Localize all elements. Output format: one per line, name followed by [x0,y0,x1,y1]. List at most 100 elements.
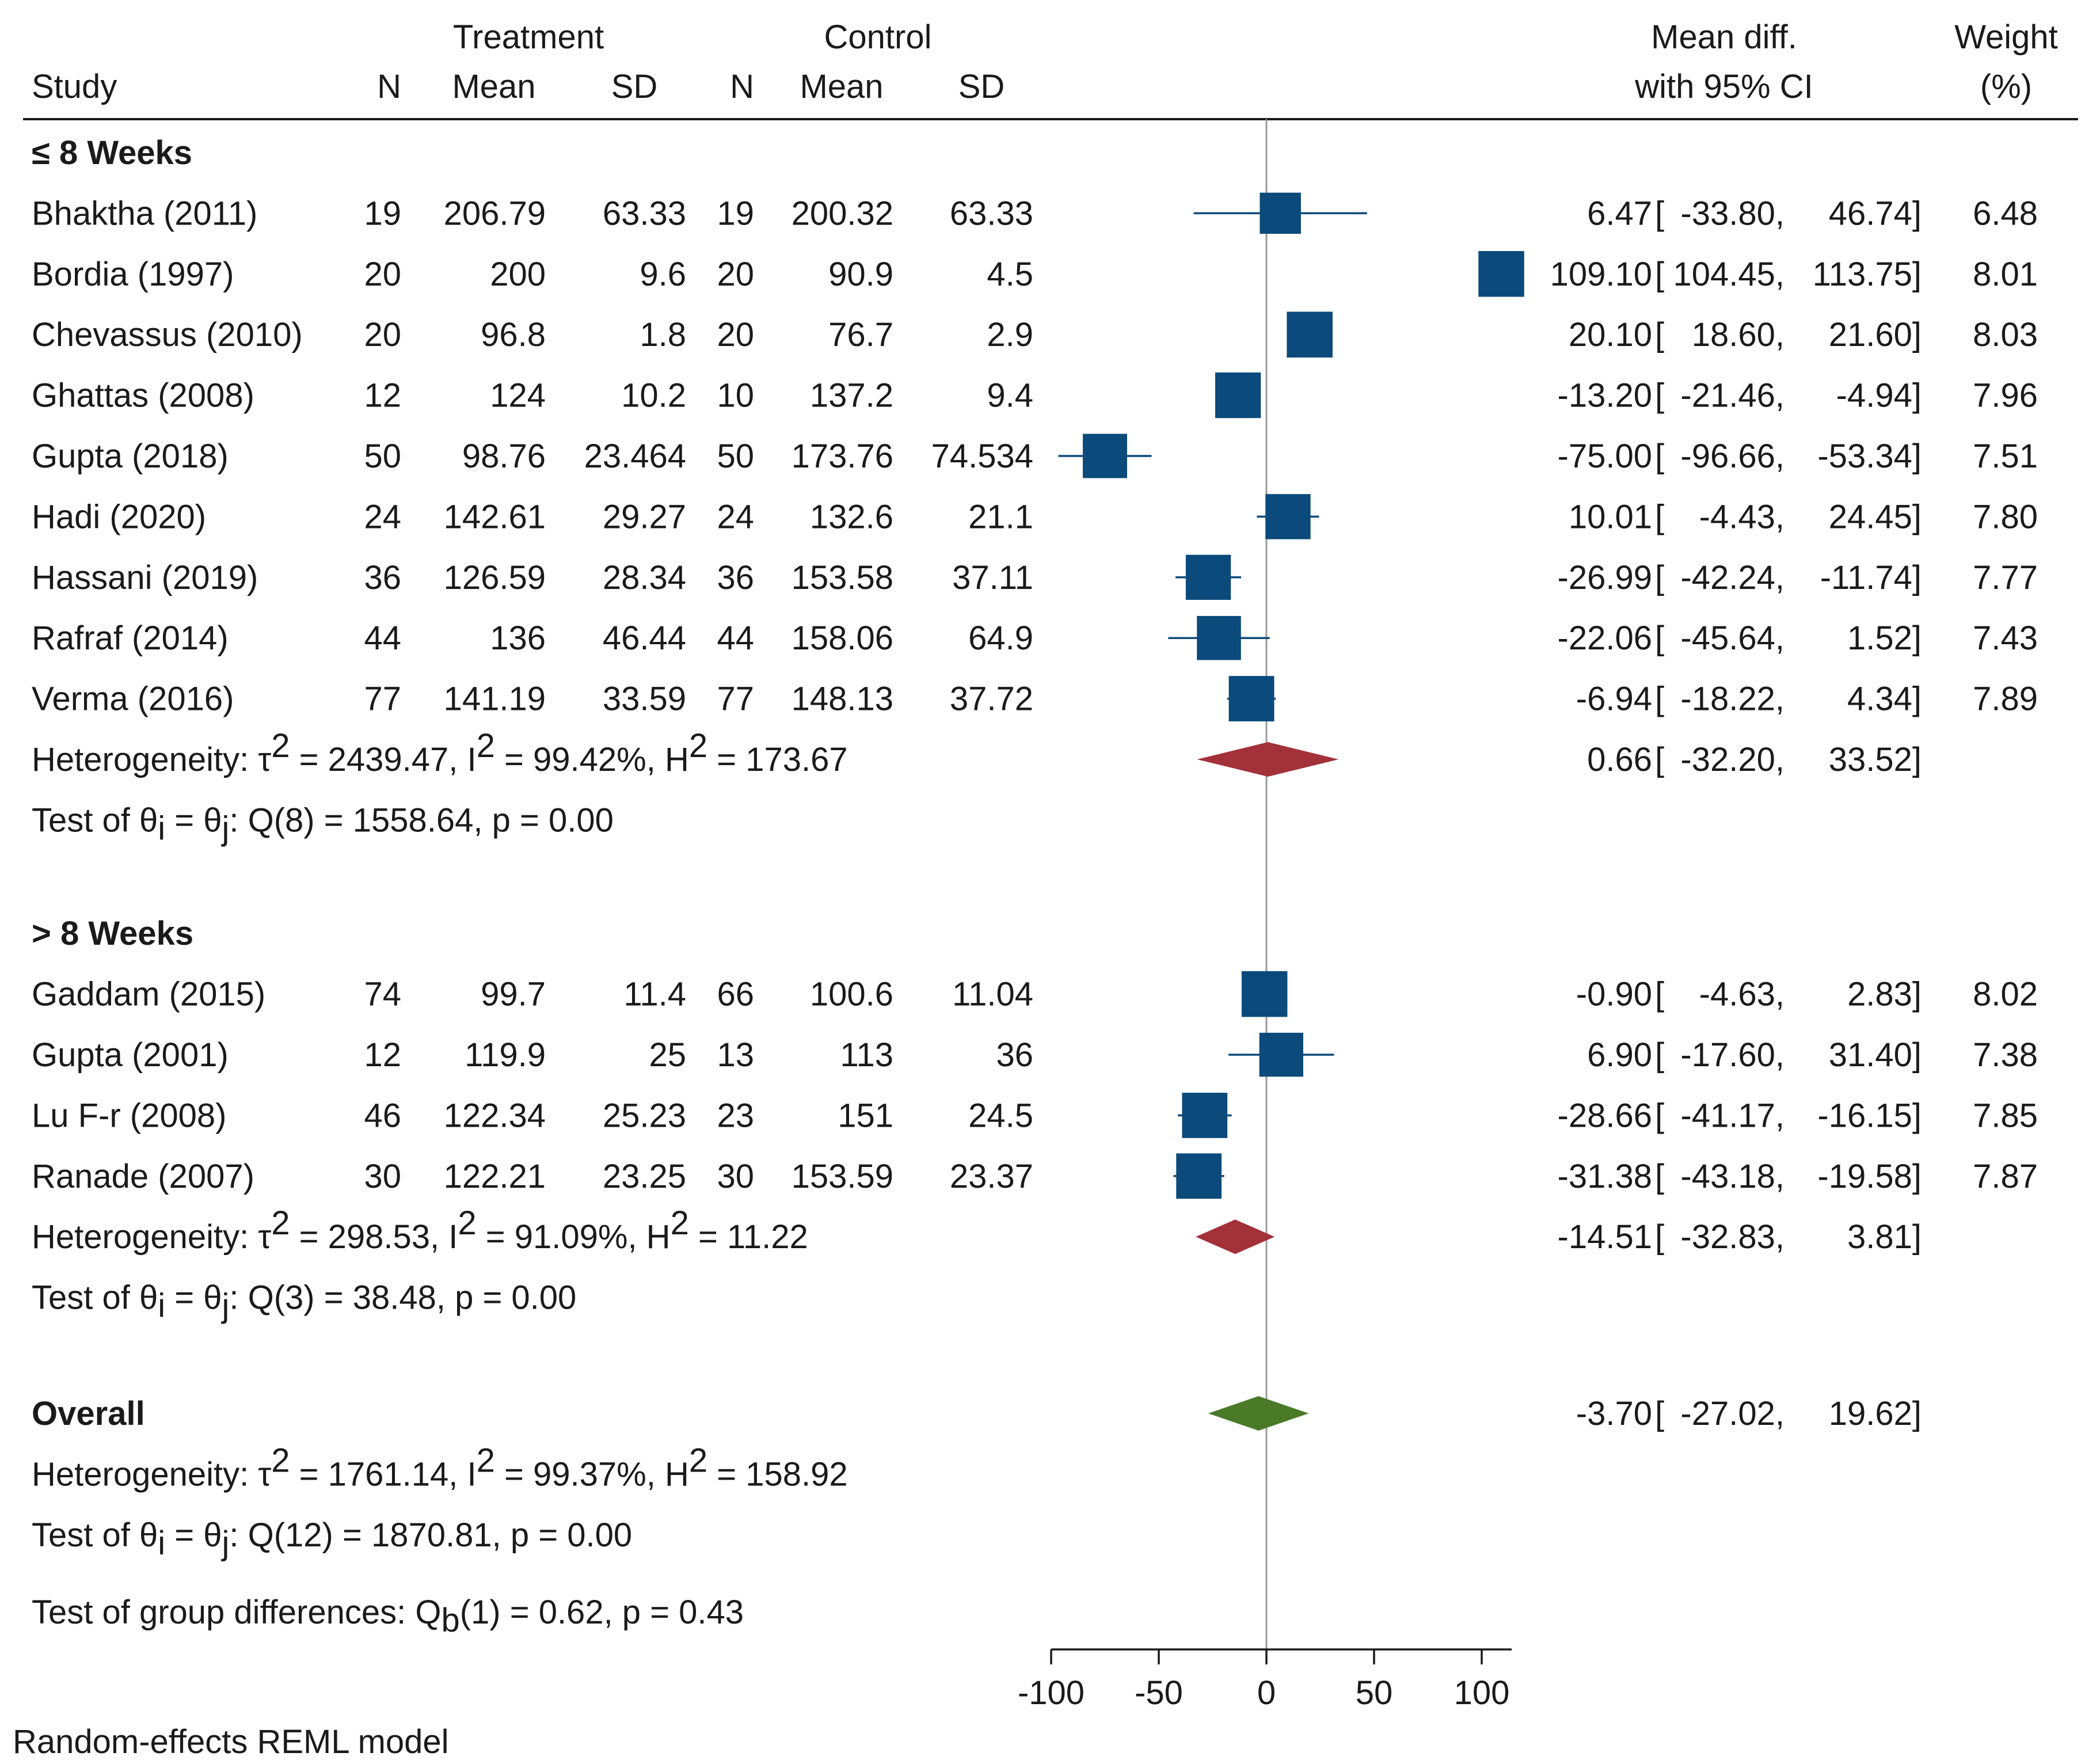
subgroup-1-study-7-ci-bracket: [ [1655,559,1664,596]
subgroup-2-study-2-marker [1259,1032,1303,1077]
x-tick-label-1: -100 [1018,1674,1085,1712]
subgroup-1-study-3-md-label: 20.10 [1569,316,1652,353]
overall-diamond [1208,1396,1309,1431]
header-treatment-n: N [377,68,401,105]
header-treatment: Treatment [453,18,604,56]
subgroup-2-study-2-treatment-sd: 25 [649,1036,686,1074]
subgroup-1-study-3-ci-bracket: [ [1655,316,1664,353]
subgroup-1-study-5-ci-high-label: -53.34] [1817,438,1922,475]
subgroup-1-study-2-weight-label: 8.01 [1973,256,2038,293]
subgroup-1-study-8-ci-low-label: -45.64, [1680,619,1785,657]
subgroup-2-study-2-weight-label: 7.38 [1973,1036,2038,1074]
subgroup-2-study-3-treatment-n: 46 [364,1097,401,1134]
subgroup-1-study-2-ci-high-label: 113.75] [1813,256,1922,293]
subgroup-1-study-5-control-n: 50 [717,438,754,475]
subgroup-1-study-1-name: Bhaktha (2011) [32,195,257,232]
subgroup-1-study-4-treatment-sd: 10.2 [621,377,686,415]
subgroup-2-study-1-ci-high-label: 2.83] [1847,976,1922,1013]
subgroup-1-study-8-treatment-sd: 46.44 [603,619,686,657]
subgroup-2-pooled-ci-high-label: 3.81] [1847,1218,1922,1256]
subgroup-1-study-6-treatment-n: 24 [364,498,401,535]
subgroup-2-study-4-treatment-mean: 122.21 [444,1158,546,1195]
subgroup-2-pooled-md-label: -14.51 [1558,1218,1652,1256]
subgroup-1-study-1-ci-low-label: -33.80, [1680,195,1785,232]
subgroup-1-study-2-treatment-sd: 9.6 [640,256,686,293]
subgroup-1-study-7-treatment-sd: 28.34 [603,559,686,596]
subgroup-1-pooled-ci-bracket: [ [1655,741,1664,778]
subgroup-2-study-3-control-mean: 151 [838,1097,893,1134]
subgroup-1-study-9-md-label: -6.94 [1576,680,1652,718]
subgroup-1-study-5-treatment-sd: 23.464 [584,438,686,475]
subgroup-1-study-8-weight-label: 7.43 [1973,619,2038,657]
subgroup-2-study-4-control-n: 30 [717,1158,754,1195]
subgroup-1-study-9-control-mean: 148.13 [792,680,893,718]
subgroup-2-study-3-control-sd: 24.5 [968,1097,1033,1134]
subgroup-1-study-8-control-mean: 158.06 [792,619,893,657]
overall-ci-high-label: 19.62] [1829,1395,1922,1432]
subgroup-2-study-4-control-mean: 153.59 [792,1158,893,1195]
subgroup-2-study-1-md-label: -0.90 [1576,976,1652,1013]
subgroup-1-study-2-marker [1478,251,1524,297]
subgroup-1-study-5-md-label: -75.00 [1558,438,1652,475]
overall-heterogeneity: Heterogeneity: τ2 = 1761.14, I2 = 99.37%… [32,1442,848,1493]
subgroup-1-study-4-name: Ghattas (2008) [32,377,254,415]
subgroup-1-study-2-control-mean: 90.9 [828,256,893,293]
subgroup-1-study-6-md-label: 10.01 [1569,498,1652,535]
subgroup-2-study-2-md-label: 6.90 [1587,1036,1652,1074]
subgroup-1-study-3-weight-label: 8.03 [1973,316,2038,353]
subgroup-1-study-7-name: Hassani (2019) [32,559,258,596]
subgroup-2-study-1-treatment-n: 74 [364,976,401,1013]
subgroup-1-study-8-ci-bracket: [ [1655,619,1664,657]
subgroup-1-study-7-control-sd: 37.11 [952,559,1033,596]
subgroup-1-study-1-control-mean: 200.32 [792,195,893,232]
subgroup-1-study-9-ci-low-label: -18.22, [1680,680,1785,718]
subgroup-1-pooled-ci-low-label: -32.20, [1680,741,1785,778]
subgroup-2-study-4-marker [1176,1153,1222,1199]
subgroup-2-study-1-ci-bracket: [ [1655,976,1664,1013]
subgroup-1-study-4-md-label: -13.20 [1558,377,1652,415]
subgroup-1-study-5-treatment-mean: 98.76 [462,438,546,475]
subgroup-1-study-6-treatment-mean: 142.61 [444,498,546,535]
subgroup-2-study-1-control-mean: 100.6 [810,976,893,1013]
subgroup-1-study-7-control-mean: 153.58 [792,559,893,596]
subgroup-1-study-4-ci-bracket: [ [1655,377,1664,415]
subgroup-2-study-4-treatment-n: 30 [364,1158,401,1195]
subgroup-1-study-8-control-sd: 64.9 [968,619,1033,657]
subgroup-1-study-3-treatment-n: 20 [364,316,401,353]
subgroup-2-study-2-treatment-mean: 119.9 [465,1036,546,1074]
subgroup-1-study-9-ci-high-label: 4.34] [1847,680,1922,718]
subgroup-1-heterogeneity: Heterogeneity: τ2 = 2439.47, I2 = 99.42%… [32,727,848,778]
header-weight-line2: (%) [1980,68,2032,105]
subgroup-1-study-8-name: Rafraf (2014) [32,619,229,657]
subgroup-2-study-2-control-mean: 113 [840,1036,893,1074]
subgroup-1-study-4-marker [1215,372,1261,419]
header-control: Control [824,18,932,56]
subgroup-1-study-2-md-label: 109.10 [1550,256,1652,293]
subgroup-2-study-1-control-n: 66 [717,976,754,1013]
subgroup-1-pooled-ci-high-label: 33.52] [1829,741,1922,778]
subgroup-2-heterogeneity: Heterogeneity: τ2 = 298.53, I2 = 91.09%,… [32,1204,808,1256]
subgroup-2-study-1-control-sd: 11.04 [952,976,1033,1013]
subgroup-1-study-2-control-n: 20 [717,256,754,293]
subgroup-1-study-2-treatment-mean: 200 [490,256,546,293]
subgroup-2-study-4-name: Ranade (2007) [32,1158,254,1195]
subgroup-1-study-9-weight-label: 7.89 [1973,680,2038,718]
subgroup-1-study-2-control-sd: 4.5 [987,256,1033,293]
subgroup-1-study-3-marker [1287,311,1333,358]
subgroup-1-study-1-treatment-sd: 63.33 [603,195,686,232]
subgroup-2-study-4-md-label: -31.38 [1558,1158,1652,1195]
subgroup-1-test: Test of θi = θj: Q(8) = 1558.64, p = 0.0… [32,801,614,847]
subgroup-2-study-1-treatment-sd: 11.4 [623,976,686,1013]
plot-marks [1058,119,1524,1649]
subgroup-1-study-8-marker [1197,615,1241,660]
subgroup-1-study-1-control-n: 19 [717,195,754,232]
subgroup-1-study-1-treatment-mean: 206.79 [444,195,546,232]
subgroup-1-study-7-marker [1185,554,1231,600]
subgroup-1-study-1-marker [1260,192,1301,234]
subgroup-2-study-2-control-sd: 36 [996,1036,1033,1074]
x-tick-label-2: -50 [1135,1674,1183,1712]
subgroup-1-study-5-name: Gupta (2018) [32,438,229,475]
header-study: Study [32,68,117,105]
subgroup-2-study-2-name: Gupta (2001) [32,1036,229,1074]
